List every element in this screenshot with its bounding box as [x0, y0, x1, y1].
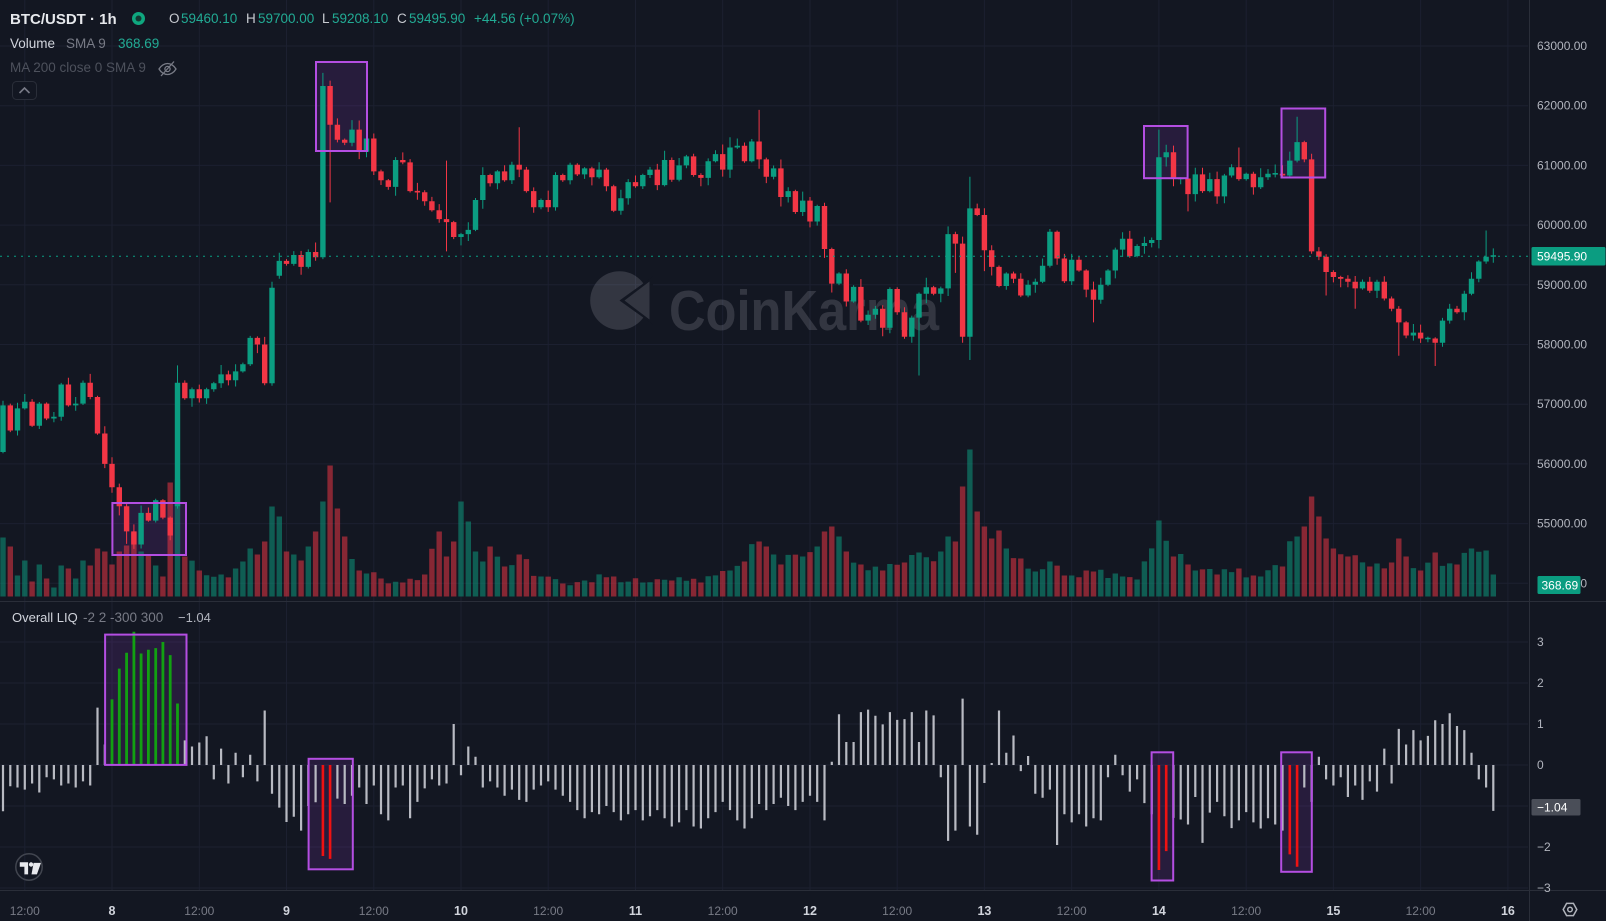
svg-text:59208.10: 59208.10 — [332, 11, 388, 26]
svg-text:11: 11 — [629, 904, 642, 918]
svg-text:12:00: 12:00 — [533, 904, 563, 918]
svg-text:−2: −2 — [1537, 840, 1551, 854]
svg-text:59460.10: 59460.10 — [181, 11, 237, 26]
svg-text:63000.00: 63000.00 — [1537, 39, 1587, 53]
svg-text:56000.00: 56000.00 — [1537, 457, 1587, 471]
svg-text:15: 15 — [1326, 904, 1340, 918]
svg-text:0: 0 — [1537, 758, 1544, 772]
svg-text:−1.04: −1.04 — [178, 610, 211, 625]
svg-text:SMA 9: SMA 9 — [66, 36, 106, 51]
svg-text:1: 1 — [1537, 717, 1544, 731]
svg-text:60000.00: 60000.00 — [1537, 218, 1587, 232]
svg-text:62000.00: 62000.00 — [1537, 99, 1587, 113]
svg-text:59700.00: 59700.00 — [258, 11, 314, 26]
svg-text:3: 3 — [1537, 635, 1544, 649]
svg-text:MA 200 close 0 SMA 9: MA 200 close 0 SMA 9 — [10, 60, 146, 75]
svg-text:368.69: 368.69 — [118, 36, 159, 51]
svg-text:−3: −3 — [1537, 881, 1551, 895]
svg-text:59495.90: 59495.90 — [409, 11, 465, 26]
svg-text:O: O — [169, 11, 180, 26]
svg-text:C: C — [397, 11, 407, 26]
svg-text:58000.00: 58000.00 — [1537, 338, 1587, 352]
svg-text:61000.00: 61000.00 — [1537, 158, 1587, 172]
svg-text:8: 8 — [109, 904, 116, 918]
svg-text:12:00: 12:00 — [1406, 904, 1436, 918]
svg-text:368.69: 368.69 — [1542, 579, 1579, 593]
svg-text:12: 12 — [803, 904, 817, 918]
svg-text:13: 13 — [977, 904, 991, 918]
svg-text:9: 9 — [283, 904, 290, 918]
svg-text:12:00: 12:00 — [1231, 904, 1261, 918]
svg-text:12:00: 12:00 — [10, 904, 40, 918]
svg-text:-2 2 -300 300: -2 2 -300 300 — [83, 610, 163, 625]
svg-text:55000.00: 55000.00 — [1537, 517, 1587, 531]
svg-text:12:00: 12:00 — [1057, 904, 1087, 918]
svg-text:59000.00: 59000.00 — [1537, 278, 1587, 292]
svg-text:16: 16 — [1501, 904, 1515, 918]
svg-text:12:00: 12:00 — [882, 904, 912, 918]
svg-text:10: 10 — [454, 904, 468, 918]
svg-text:Overall LIQ: Overall LIQ — [12, 610, 78, 625]
svg-text:57000.00: 57000.00 — [1537, 397, 1587, 411]
svg-text:12:00: 12:00 — [184, 904, 214, 918]
svg-text:BTC/USDT · 1h: BTC/USDT · 1h — [10, 11, 117, 28]
svg-text:12:00: 12:00 — [359, 904, 389, 918]
svg-text:−1.04: −1.04 — [1537, 801, 1568, 815]
svg-text:H: H — [246, 11, 256, 26]
svg-text:12:00: 12:00 — [708, 904, 738, 918]
svg-text:Volume: Volume — [10, 36, 55, 51]
svg-text:L: L — [322, 11, 330, 26]
svg-text:2: 2 — [1537, 676, 1544, 690]
svg-text:59495.90: 59495.90 — [1537, 250, 1587, 264]
svg-text:14: 14 — [1152, 904, 1166, 918]
svg-text:+44.56 (+0.07%): +44.56 (+0.07%) — [474, 11, 575, 26]
